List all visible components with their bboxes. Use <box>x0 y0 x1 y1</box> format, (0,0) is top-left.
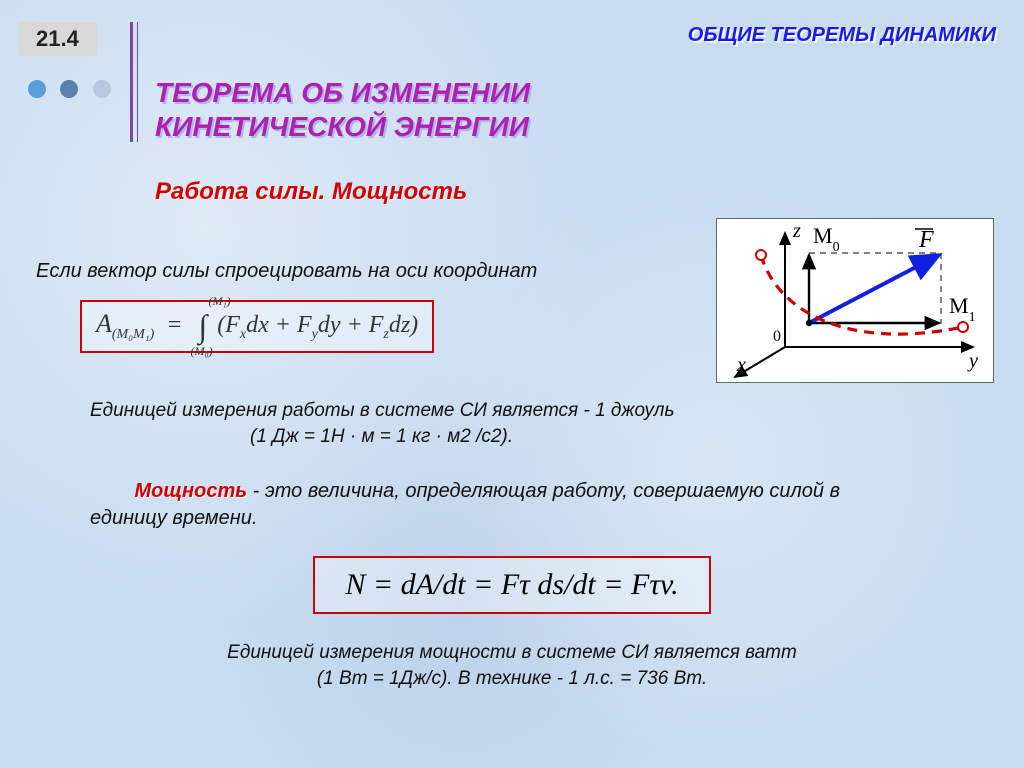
integrand: (Fxdx + Fydy + Fzdz) <box>217 312 418 338</box>
svg-text:M1: M1 <box>949 293 976 325</box>
vertical-rule-2 <box>137 22 138 142</box>
power-keyword: Мощность <box>134 480 247 502</box>
formula-work: A(M₀M₁) = ∫ (M₁) (M₀) (Fxdx + Fydy + Fzd… <box>80 300 434 353</box>
svg-text:y: y <box>967 350 978 372</box>
power-definition: Мощность - это величина, определяющая ра… <box>90 478 920 532</box>
dot-3 <box>93 80 111 98</box>
formula-lhs-A: A <box>96 309 112 338</box>
decorative-dots <box>28 80 121 103</box>
power-units-line2: (1 Вт = 1Дж/с). В технике - 1 л.с. = 736… <box>0 666 1024 692</box>
svg-text:z: z <box>792 220 801 242</box>
dot-1 <box>28 80 46 98</box>
work-units-line2: (1 Дж = 1Н · м = 1 кг · м2 /с2). <box>90 424 850 450</box>
page-title: ТЕОРЕМА ОБ ИЗМЕНЕНИИ КИНЕТИЧЕСКОЙ ЭНЕРГИ… <box>155 76 530 143</box>
svg-text:x: x <box>736 354 746 376</box>
dot-2 <box>60 80 78 98</box>
power-units-line1: Единицей измерения мощности в системе СИ… <box>0 640 1024 666</box>
work-units-text: Единицей измерения работы в системе СИ я… <box>90 398 850 449</box>
svg-text:0: 0 <box>773 328 781 345</box>
svg-text:M0: M0 <box>813 223 840 255</box>
title-line-1: ТЕОРЕМА ОБ ИЗМЕНЕНИИ <box>155 77 530 108</box>
vertical-rule-1 <box>130 22 133 142</box>
force-vector-diagram: z x y 0 M0 M1 F <box>716 218 994 383</box>
formula-lhs-sub: (M₀M₁) <box>112 327 154 342</box>
integral-lower: (M₀) <box>190 344 212 359</box>
formula-power-wrap: N = dA/dt = Fτ ds/dt = Fτv. <box>0 556 1024 614</box>
title-line-2: КИНЕТИЧЕСКОЙ ЭНЕРГИИ <box>155 111 529 142</box>
work-units-line1: Единицей измерения работы в системе СИ я… <box>90 398 850 424</box>
slide-number: 21.4 <box>18 22 97 56</box>
svg-text:F: F <box>918 227 934 253</box>
intro-text: Если вектор силы спроецировать на оси ко… <box>36 260 636 283</box>
subtitle: Работа силы. Мощность <box>155 178 467 206</box>
breadcrumb: ОБЩИЕ ТЕОРЕМЫ ДИНАМИКИ <box>688 24 996 47</box>
formula-eq: = <box>166 312 182 338</box>
integral-sign: ∫ (M₁) (M₀) <box>198 308 207 345</box>
formula-power: N = dA/dt = Fτ ds/dt = Fτv. <box>313 556 710 614</box>
power-units-text: Единицей измерения мощности в системе СИ… <box>0 640 1024 691</box>
integral-upper: (M₁) <box>208 294 230 309</box>
